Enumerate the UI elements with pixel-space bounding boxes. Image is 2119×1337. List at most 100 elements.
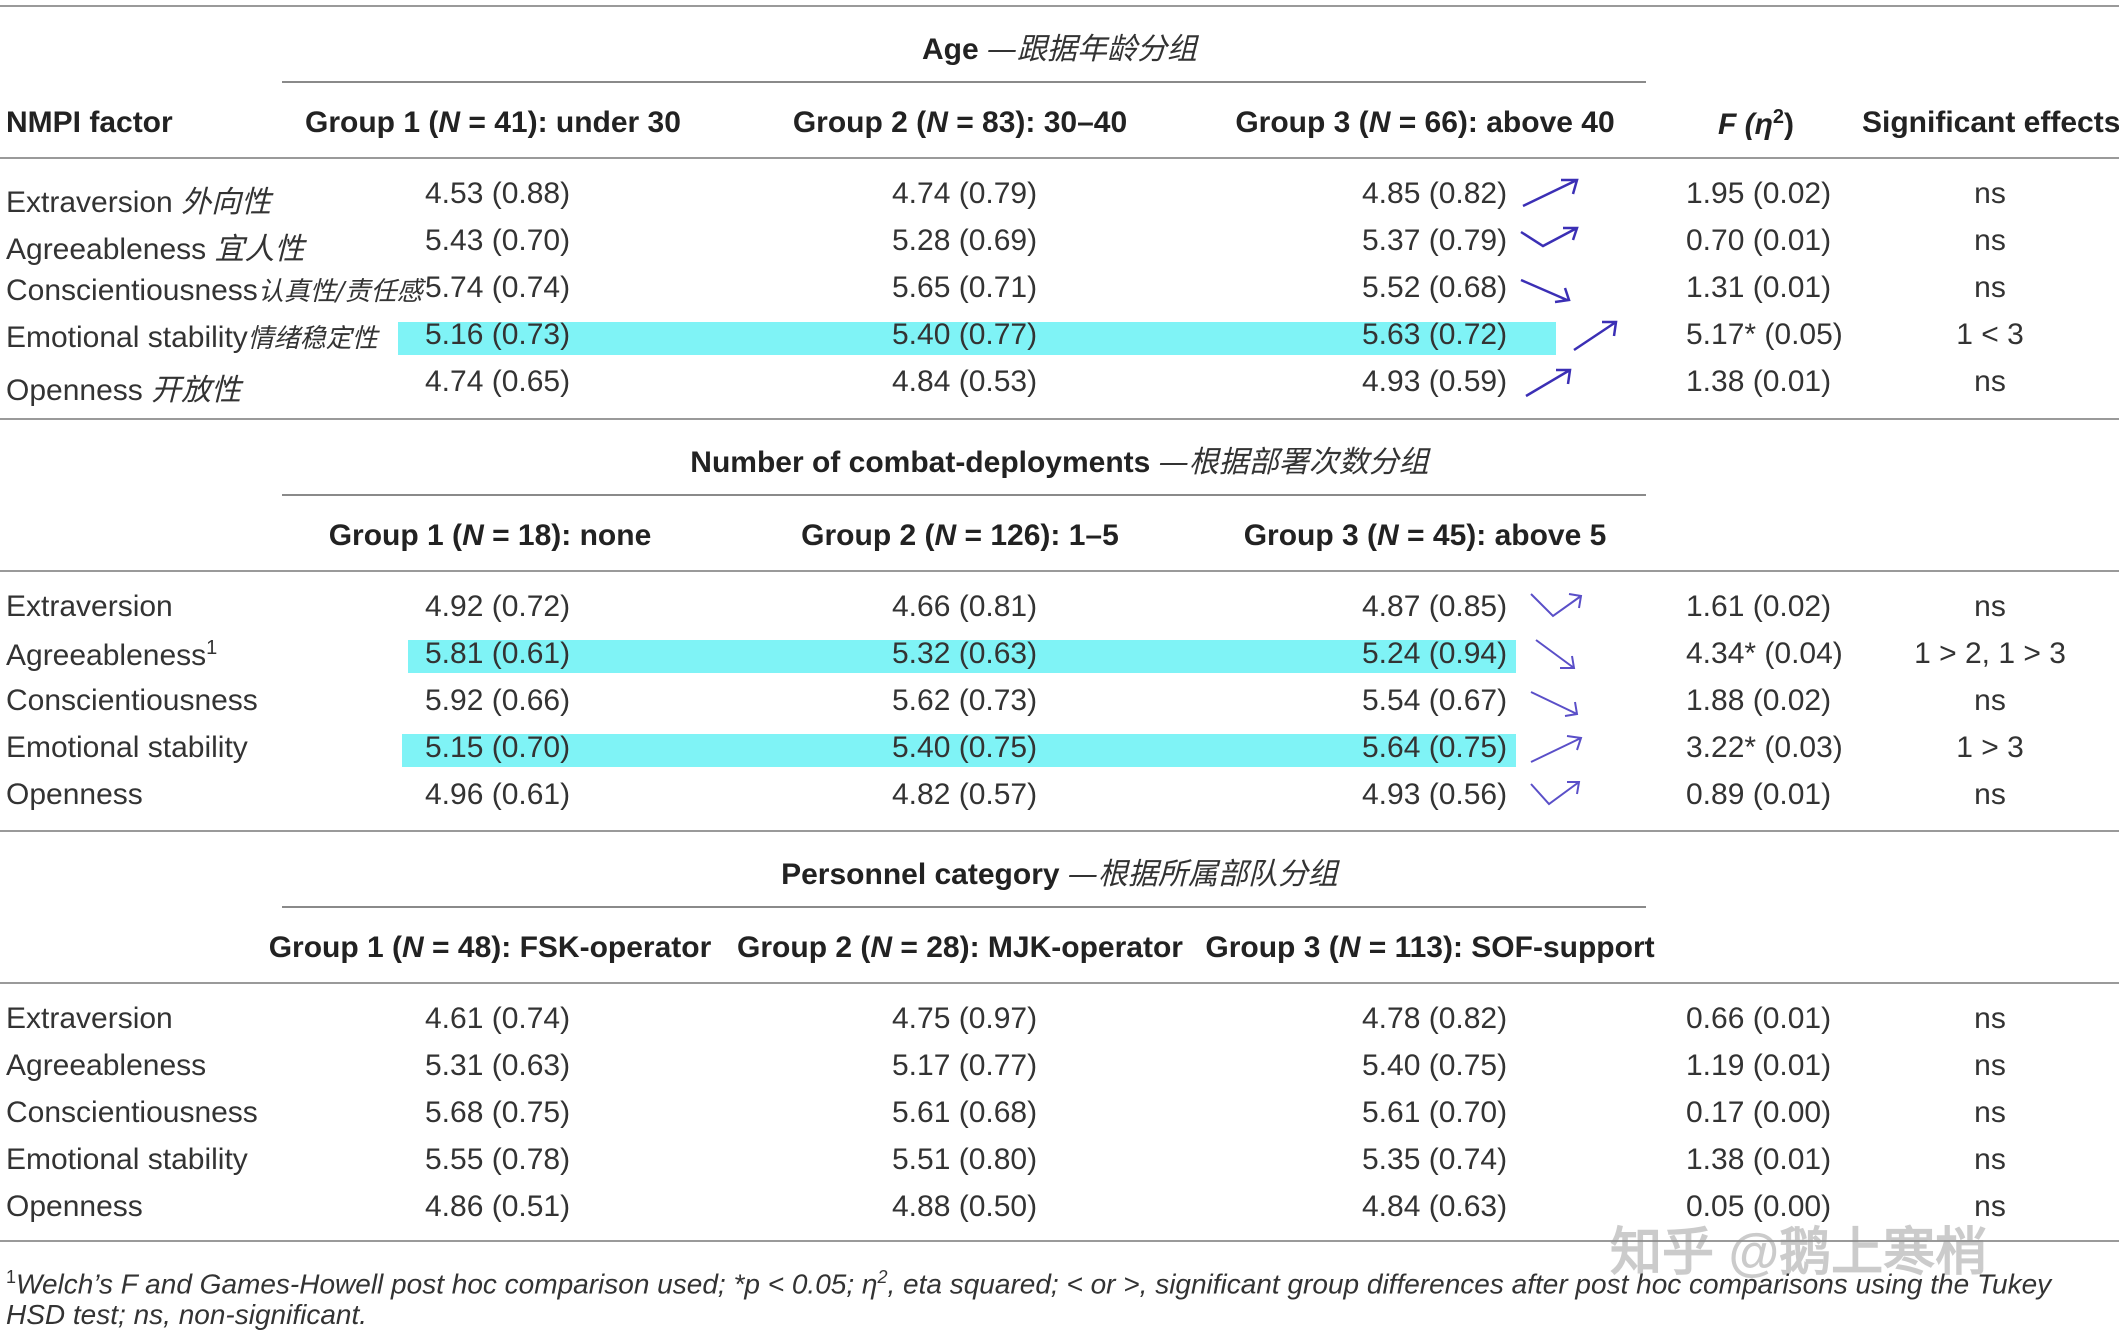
section-divider <box>0 830 2119 832</box>
personnel-group1-header: Group 1 (N = 48): FSK-operator <box>268 931 712 964</box>
cell-g3: 4.85 (0.82) <box>1362 177 1508 210</box>
age-group3-header: Group 3 (N = 66): above 40 <box>1235 106 1615 139</box>
cell-f: 0.66 (0.01) <box>1686 1002 1832 1035</box>
section-title-personnel: Personnel category —根据所属部队分组 <box>781 857 1338 892</box>
cell-sig: 1 > 3 <box>1956 731 2024 764</box>
cell-f: 1.19 (0.01) <box>1686 1049 1832 1082</box>
cell-g3: 4.78 (0.82) <box>1362 1002 1508 1035</box>
cell-g2: 5.40 (0.77) <box>892 318 1038 351</box>
cell-f: 0.05 (0.00) <box>1686 1190 1832 1223</box>
top-rule <box>0 5 2119 7</box>
cell-g2: 4.82 (0.57) <box>892 778 1038 811</box>
header-rule <box>0 157 2119 159</box>
cell-sig: 1 < 3 <box>1956 318 2024 351</box>
cell-sig: 1 > 2, 1 > 3 <box>1914 637 2066 670</box>
cell-g3: 4.87 (0.85) <box>1362 590 1508 623</box>
trend-down-arrow-icon <box>1530 691 1579 717</box>
cell-f: 0.17 (0.00) <box>1686 1096 1832 1129</box>
row-factor: Conscientiousness <box>6 684 258 717</box>
cell-f: 4.34* (0.04) <box>1686 637 1843 670</box>
cell-g3: 5.35 (0.74) <box>1362 1143 1508 1176</box>
cell-g1: 4.53 (0.88) <box>425 177 571 210</box>
cell-g1: 4.96 (0.61) <box>425 778 571 811</box>
cell-f: 0.70 (0.01) <box>1686 224 1832 257</box>
cell-g3: 5.64 (0.75) <box>1362 731 1508 764</box>
cell-sig: ns <box>1974 1096 2006 1129</box>
row-factor: Emotional stability情绪稳定性 <box>6 321 378 354</box>
section-header-rule <box>0 982 2119 984</box>
row-factor: Conscientiousness认真性/责任感 <box>6 274 423 307</box>
cell-sig: ns <box>1974 1190 2006 1223</box>
footnote: 1Welch’s F and Games-Howell post hoc com… <box>6 1267 2052 1300</box>
cell-g2: 5.61 (0.68) <box>892 1096 1038 1129</box>
section-title-deployments: Number of combat-deployments —根据部署次数分组 <box>690 445 1429 480</box>
cell-sig: ns <box>1974 1143 2006 1176</box>
cell-g2: 5.62 (0.73) <box>892 684 1038 717</box>
factor-header: NMPI factor <box>6 106 173 139</box>
cell-f: 1.61 (0.02) <box>1686 590 1832 623</box>
row-factor: Agreeableness1 <box>6 637 218 672</box>
section-rule-age <box>282 81 1646 83</box>
personnel-group2-header: Group 2 (N = 28): MJK-operator <box>737 931 1183 964</box>
highlight-deploy-agreeableness <box>408 640 1516 673</box>
cell-g1: 5.81 (0.61) <box>425 637 571 670</box>
cell-g1: 5.55 (0.78) <box>425 1143 571 1176</box>
cell-g1: 4.92 (0.72) <box>425 590 571 623</box>
row-factor: Emotional stability <box>6 731 248 764</box>
cell-f: 3.22* (0.03) <box>1686 731 1843 764</box>
cell-g3: 4.93 (0.56) <box>1362 778 1508 811</box>
cell-sig: ns <box>1974 177 2006 210</box>
cell-g2: 5.51 (0.80) <box>892 1143 1038 1176</box>
cell-g3: 5.24 (0.94) <box>1362 637 1508 670</box>
cell-g2: 5.32 (0.63) <box>892 637 1038 670</box>
significant-effects-header: Significant effects <box>1862 106 2119 139</box>
trend-down-arrow-icon <box>1520 278 1571 304</box>
trend-up-arrow-icon <box>1522 178 1579 208</box>
trend-v-arrow-icon <box>1520 226 1579 248</box>
cell-sig: ns <box>1974 224 2006 257</box>
cell-f: 0.89 (0.01) <box>1686 778 1832 811</box>
cell-f: 5.17* (0.05) <box>1686 318 1843 351</box>
cell-sig: ns <box>1974 1049 2006 1082</box>
trend-v-arrow-icon <box>1530 781 1581 806</box>
cell-g1: 4.86 (0.51) <box>425 1190 571 1223</box>
f-header: F (η2) <box>1717 106 1795 141</box>
cell-sig: ns <box>1974 590 2006 623</box>
cell-g1: 5.16 (0.73) <box>425 318 571 351</box>
cell-g3: 4.84 (0.63) <box>1362 1190 1508 1223</box>
cell-f: 1.31 (0.01) <box>1686 271 1832 304</box>
cell-g2: 5.40 (0.75) <box>892 731 1038 764</box>
deploy-group2-header: Group 2 (N = 126): 1–5 <box>801 519 1119 552</box>
cell-g1: 5.92 (0.66) <box>425 684 571 717</box>
cell-g1: 5.68 (0.75) <box>425 1096 571 1129</box>
cell-g1: 4.61 (0.74) <box>425 1002 571 1035</box>
cell-g3: 5.63 (0.72) <box>1362 318 1508 351</box>
cell-g1: 5.43 (0.70) <box>425 224 571 257</box>
cell-g2: 5.28 (0.69) <box>892 224 1038 257</box>
highlight-age-emotional-stability <box>398 322 1556 355</box>
section-rule-deployments <box>282 494 1646 496</box>
trend-up-arrow-icon <box>1530 735 1583 763</box>
cell-sig: ns <box>1974 1002 2006 1035</box>
cell-g1: 5.31 (0.63) <box>425 1049 571 1082</box>
watermark: 知乎 @鹅上寒梢 <box>1610 1224 1988 1282</box>
row-factor: Extraversion <box>6 1002 173 1035</box>
cell-sig: ns <box>1974 778 2006 811</box>
age-group2-header: Group 2 (N = 83): 30–40 <box>792 106 1128 139</box>
row-factor: Openness <box>6 778 143 811</box>
footnote-line2: HSD test; ns, non-significant. <box>6 1299 368 1330</box>
cell-g2: 4.66 (0.81) <box>892 590 1038 623</box>
row-factor: Openness <box>6 1190 143 1223</box>
cell-g2: 4.84 (0.53) <box>892 365 1038 398</box>
cell-g2: 4.88 (0.50) <box>892 1190 1038 1223</box>
row-factor: Agreeableness 宜人性 <box>6 232 305 267</box>
trend-up-arrow-icon <box>1525 368 1572 398</box>
cell-g3: 4.93 (0.59) <box>1362 365 1508 398</box>
section-header-rule <box>0 570 2119 572</box>
highlight-deploy-emotional-stability <box>402 734 1516 767</box>
cell-sig: ns <box>1974 271 2006 304</box>
row-factor: Extraversion <box>6 590 173 623</box>
cell-g3: 5.54 (0.67) <box>1362 684 1508 717</box>
cell-g2: 4.74 (0.79) <box>892 177 1038 210</box>
cell-g1: 5.74 (0.74) <box>425 271 571 304</box>
